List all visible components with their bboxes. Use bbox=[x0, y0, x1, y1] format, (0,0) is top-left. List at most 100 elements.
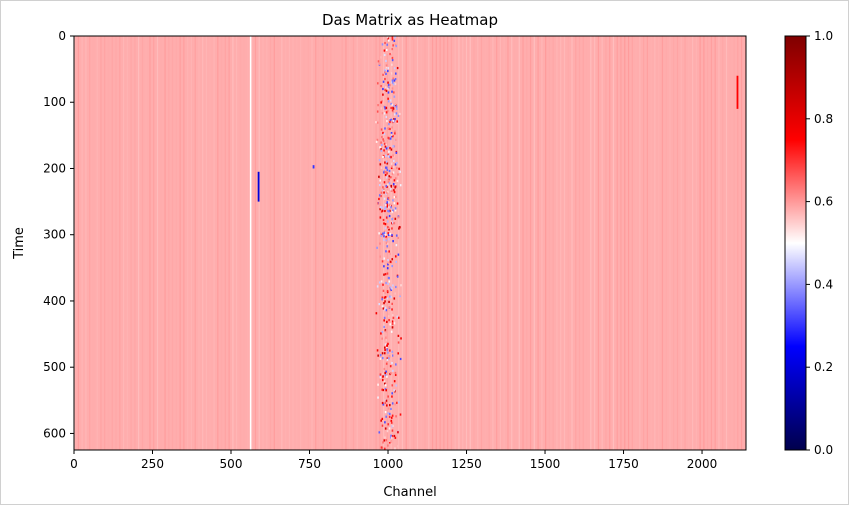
heatmap-cell bbox=[383, 191, 385, 194]
heatmap-stripe bbox=[239, 36, 242, 450]
heatmap-stripe bbox=[187, 36, 189, 450]
heatmap-cell bbox=[381, 112, 384, 115]
heatmap-cell bbox=[384, 296, 387, 299]
heatmap-cell bbox=[392, 119, 395, 122]
chart-title: Das Matrix as Heatmap bbox=[322, 11, 498, 29]
heatmap-cell bbox=[387, 183, 389, 186]
heatmap-cell bbox=[391, 414, 394, 417]
heatmap-cell bbox=[381, 100, 383, 103]
heatmap-cell bbox=[386, 267, 389, 270]
heatmap-stripe bbox=[100, 36, 102, 450]
y-tick-label: 300 bbox=[43, 228, 66, 242]
heatmap-cell bbox=[390, 204, 392, 207]
heatmap-cell bbox=[380, 101, 382, 104]
heatmap-cell bbox=[388, 201, 390, 204]
heatmap-cell bbox=[382, 403, 385, 406]
heatmap-stripe bbox=[586, 36, 588, 450]
heatmap-cell bbox=[384, 173, 387, 177]
heatmap-cell bbox=[384, 41, 386, 45]
heatmap-cell bbox=[391, 320, 394, 323]
colorbar-tick-label: 0.6 bbox=[814, 195, 833, 209]
heatmap-cell bbox=[383, 207, 386, 211]
heatmap-stripe bbox=[431, 36, 434, 450]
heatmap-cell bbox=[389, 137, 392, 140]
x-axis: 0 250 500 750 1000 1250 1500 1750 2000 bbox=[70, 450, 717, 471]
heatmap-cell bbox=[389, 120, 391, 124]
heatmap-cell bbox=[393, 389, 395, 392]
heatmap-stripe bbox=[533, 36, 535, 450]
heatmap-cell bbox=[391, 264, 394, 268]
heatmap-stripe bbox=[654, 36, 656, 450]
heatmap-stripe bbox=[247, 36, 249, 450]
heatmap-cell bbox=[385, 125, 388, 129]
heatmap-cell bbox=[384, 161, 386, 164]
heatmap-stripe bbox=[111, 36, 113, 450]
heatmap-cell bbox=[396, 315, 399, 318]
heatmap-spot bbox=[312, 165, 315, 169]
heatmap-cell bbox=[400, 337, 402, 340]
heatmap-cell bbox=[394, 209, 397, 212]
heatmap-cell bbox=[385, 72, 387, 75]
heatmap-stripe bbox=[420, 36, 422, 450]
heatmap-stripe bbox=[488, 36, 490, 450]
heatmap-cell bbox=[381, 388, 384, 391]
heatmap-cell bbox=[391, 56, 394, 60]
heatmap-stripe bbox=[138, 36, 140, 450]
heatmap-stripe bbox=[107, 36, 110, 450]
heatmap-cell bbox=[377, 104, 379, 107]
heatmap-cell bbox=[375, 140, 378, 143]
heatmap-cell bbox=[391, 81, 394, 84]
x-tick-label: 1750 bbox=[608, 457, 639, 471]
heatmap-cell bbox=[398, 401, 400, 404]
heatmap-stripe bbox=[665, 36, 667, 450]
heatmap-cell bbox=[379, 232, 381, 235]
heatmap-stripe bbox=[77, 36, 79, 450]
heatmap-cell bbox=[392, 316, 395, 319]
heatmap-cell bbox=[379, 376, 382, 379]
heatmap-cell bbox=[387, 407, 390, 410]
heatmap-cell bbox=[390, 203, 392, 206]
heatmap-cell bbox=[375, 312, 378, 315]
heatmap-cell bbox=[400, 284, 402, 287]
heatmap-cell bbox=[392, 154, 394, 157]
heatmap-cell bbox=[380, 210, 383, 213]
heatmap-stripe bbox=[737, 36, 739, 450]
heatmap-cell bbox=[381, 135, 383, 139]
heatmap-cell bbox=[378, 281, 381, 284]
heatmap-stripe bbox=[714, 36, 716, 450]
heatmap-cell bbox=[387, 110, 389, 113]
heatmap-cell bbox=[381, 378, 384, 382]
heatmap-stripe bbox=[122, 36, 125, 450]
heatmap-stripe bbox=[684, 36, 686, 450]
heatmap-stripe bbox=[243, 36, 245, 450]
heatmap-cell bbox=[390, 155, 392, 159]
heatmap-cell bbox=[386, 348, 389, 351]
heatmap-cell bbox=[381, 43, 384, 46]
heatmap-stripe bbox=[315, 36, 317, 450]
heatmap-cell bbox=[383, 265, 385, 268]
heatmap-stripe bbox=[405, 36, 407, 450]
heatmap-cell bbox=[392, 165, 395, 169]
heatmap-cell bbox=[376, 349, 379, 352]
heatmap-cell bbox=[390, 436, 393, 439]
heatmap-cell bbox=[378, 62, 381, 65]
heatmap-cell bbox=[390, 440, 393, 443]
heatmap-line bbox=[249, 36, 252, 450]
heatmap-cell bbox=[375, 121, 377, 124]
heatmap-cell bbox=[390, 434, 392, 437]
heatmap-cell bbox=[382, 307, 385, 310]
heatmap-stripe bbox=[326, 36, 328, 450]
heatmap-cell bbox=[391, 87, 394, 90]
heatmap-cell bbox=[393, 184, 395, 187]
heatmap-cell bbox=[386, 174, 388, 177]
heatmap-cell bbox=[391, 221, 394, 224]
heatmap-cell bbox=[383, 273, 385, 276]
heatmap-cell bbox=[378, 303, 381, 306]
heatmap-cell bbox=[394, 78, 397, 81]
heatmap-cell bbox=[382, 372, 384, 375]
heatmap-stripe bbox=[232, 36, 234, 450]
heatmap-cell bbox=[394, 36, 396, 39]
heatmap-cell bbox=[391, 435, 394, 438]
heatmap-cell bbox=[394, 207, 397, 210]
heatmap-cell bbox=[383, 439, 386, 442]
